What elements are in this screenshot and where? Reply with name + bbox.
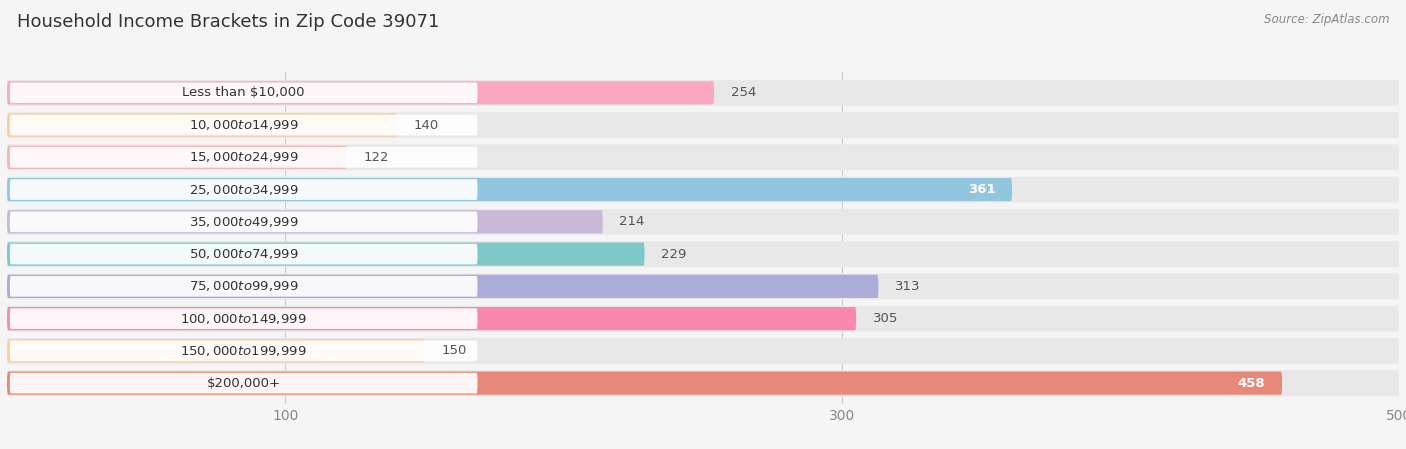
FancyBboxPatch shape <box>10 244 478 264</box>
Text: 458: 458 <box>1237 377 1265 390</box>
FancyBboxPatch shape <box>7 338 1399 364</box>
FancyBboxPatch shape <box>7 339 425 362</box>
Text: 305: 305 <box>873 312 898 325</box>
FancyBboxPatch shape <box>7 145 1399 170</box>
FancyBboxPatch shape <box>10 147 478 167</box>
Text: Less than $10,000: Less than $10,000 <box>183 86 305 99</box>
Text: 214: 214 <box>620 216 645 229</box>
Text: 122: 122 <box>363 151 389 164</box>
Text: $15,000 to $24,999: $15,000 to $24,999 <box>188 150 298 164</box>
Text: $150,000 to $199,999: $150,000 to $199,999 <box>180 344 307 358</box>
Text: $50,000 to $74,999: $50,000 to $74,999 <box>188 247 298 261</box>
FancyBboxPatch shape <box>7 81 714 105</box>
FancyBboxPatch shape <box>7 210 603 233</box>
FancyBboxPatch shape <box>7 370 1399 396</box>
FancyBboxPatch shape <box>7 306 1399 331</box>
FancyBboxPatch shape <box>7 114 396 136</box>
Text: Household Income Brackets in Zip Code 39071: Household Income Brackets in Zip Code 39… <box>17 13 439 31</box>
Text: Source: ZipAtlas.com: Source: ZipAtlas.com <box>1264 13 1389 26</box>
Text: 150: 150 <box>441 344 467 357</box>
FancyBboxPatch shape <box>10 83 478 103</box>
FancyBboxPatch shape <box>7 273 1399 299</box>
FancyBboxPatch shape <box>10 276 478 297</box>
FancyBboxPatch shape <box>10 308 478 329</box>
Text: 254: 254 <box>731 86 756 99</box>
FancyBboxPatch shape <box>7 371 1282 395</box>
FancyBboxPatch shape <box>7 307 856 330</box>
Text: 140: 140 <box>413 119 439 132</box>
FancyBboxPatch shape <box>7 242 644 266</box>
FancyBboxPatch shape <box>10 115 478 136</box>
FancyBboxPatch shape <box>10 179 478 200</box>
FancyBboxPatch shape <box>10 373 478 393</box>
Text: $35,000 to $49,999: $35,000 to $49,999 <box>188 215 298 229</box>
FancyBboxPatch shape <box>7 275 879 298</box>
FancyBboxPatch shape <box>7 241 1399 267</box>
FancyBboxPatch shape <box>7 146 347 169</box>
FancyBboxPatch shape <box>7 209 1399 235</box>
FancyBboxPatch shape <box>7 112 1399 138</box>
FancyBboxPatch shape <box>10 340 478 361</box>
Text: $75,000 to $99,999: $75,000 to $99,999 <box>188 279 298 293</box>
Text: $10,000 to $14,999: $10,000 to $14,999 <box>188 118 298 132</box>
FancyBboxPatch shape <box>7 176 1399 202</box>
FancyBboxPatch shape <box>7 80 1399 106</box>
FancyBboxPatch shape <box>7 178 1012 201</box>
Text: 313: 313 <box>896 280 921 293</box>
Text: 361: 361 <box>967 183 995 196</box>
Text: 229: 229 <box>661 247 686 260</box>
Text: $200,000+: $200,000+ <box>207 377 281 390</box>
Text: $100,000 to $149,999: $100,000 to $149,999 <box>180 312 307 326</box>
Text: $25,000 to $34,999: $25,000 to $34,999 <box>188 183 298 197</box>
FancyBboxPatch shape <box>10 211 478 232</box>
